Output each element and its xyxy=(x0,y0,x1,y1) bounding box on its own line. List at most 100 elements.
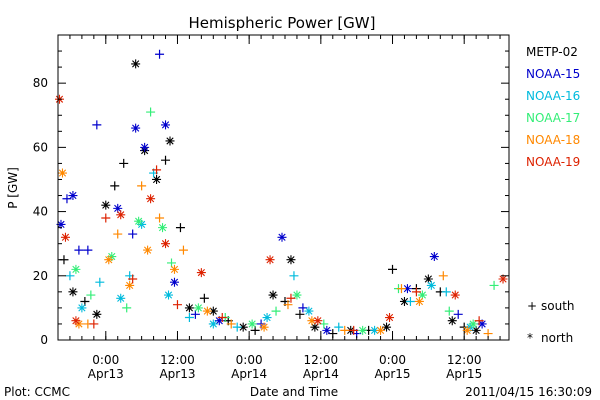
north-marker xyxy=(125,280,135,290)
y-axis-label: P [GW] xyxy=(6,167,20,209)
south-marker xyxy=(175,223,185,233)
south-marker xyxy=(161,155,171,165)
series-noaa-19 xyxy=(54,94,508,335)
north-marker xyxy=(161,120,171,130)
south-marker xyxy=(128,229,138,239)
north-marker xyxy=(131,123,141,133)
south-marker xyxy=(95,277,105,287)
plot-frame xyxy=(57,34,510,341)
north-marker xyxy=(169,277,179,287)
series-noaa-17 xyxy=(71,107,499,335)
north-marker xyxy=(382,322,392,332)
north-marker xyxy=(426,280,436,290)
south-marker xyxy=(152,165,162,175)
north-marker xyxy=(286,255,296,265)
north-marker xyxy=(202,306,212,316)
north-marker xyxy=(143,245,153,255)
chart-axes: 0204060800:00Apr1312:00Apr130:00Apr1412:… xyxy=(33,34,510,381)
south-marker xyxy=(74,245,84,255)
north-marker xyxy=(56,219,66,229)
x-tick-label-time: 0:00 xyxy=(92,353,119,367)
north-marker xyxy=(322,325,332,335)
north-marker xyxy=(468,319,478,329)
south-symbol: + xyxy=(527,299,537,313)
y-tick-label: 80 xyxy=(33,76,48,90)
legend-entry: NOAA-15 xyxy=(526,67,580,81)
south-marker xyxy=(155,213,165,223)
south-marker xyxy=(226,319,236,329)
x-tick-label-date: Apr14 xyxy=(231,367,267,381)
north-marker xyxy=(277,232,287,242)
south-marker xyxy=(89,319,99,329)
north-marker xyxy=(196,268,206,278)
north-marker xyxy=(498,274,508,284)
y-tick-label: 0 xyxy=(40,333,48,347)
south-marker xyxy=(172,300,182,310)
south-marker xyxy=(438,271,448,281)
north-marker xyxy=(101,200,111,210)
south-marker xyxy=(334,322,344,332)
south-marker xyxy=(119,158,129,168)
south-marker xyxy=(146,107,156,117)
north-marker xyxy=(208,306,218,316)
north-marker xyxy=(268,290,278,300)
south-marker xyxy=(295,309,305,319)
legend-entry: METP-02 xyxy=(526,45,578,59)
south-marker xyxy=(110,181,120,191)
legend: METP-02 NOAA-15 NOAA-16 NOAA-17 NOAA-18 NOAA-… xyxy=(526,45,580,345)
north-marker xyxy=(104,255,114,265)
x-axis-label: Date and Time xyxy=(250,385,338,399)
legend-entry: NOAA-18 xyxy=(526,133,580,147)
x-tick-label-date: Apr14 xyxy=(303,367,339,381)
north-marker xyxy=(71,264,81,274)
south-marker xyxy=(178,245,188,255)
south-marker xyxy=(489,280,499,290)
south-marker xyxy=(86,290,96,300)
x-tick-label-date: Apr15 xyxy=(446,367,482,381)
south-marker xyxy=(388,264,398,274)
north-marker xyxy=(259,322,269,332)
south-marker xyxy=(271,306,281,316)
north-marker xyxy=(399,296,409,306)
south-marker xyxy=(232,322,242,332)
y-tick-label: 60 xyxy=(33,140,48,154)
legend-entry: NOAA-16 xyxy=(526,89,580,103)
x-tick-label-time: 0:00 xyxy=(379,353,406,367)
x-tick-label-time: 12:00 xyxy=(447,353,482,367)
north-symbol: * xyxy=(527,331,533,345)
north-marker xyxy=(450,290,460,300)
south-legend-label: south xyxy=(541,299,575,313)
south-marker xyxy=(184,313,194,323)
north-marker xyxy=(304,306,314,316)
north-marker xyxy=(402,284,412,294)
south-marker xyxy=(92,120,102,130)
north-marker xyxy=(313,316,323,326)
south-marker xyxy=(405,296,415,306)
north-marker xyxy=(158,223,168,233)
north-marker xyxy=(414,296,424,306)
south-marker xyxy=(411,287,421,297)
north-marker xyxy=(238,322,248,332)
north-marker xyxy=(310,322,320,332)
north-marker xyxy=(161,239,171,249)
south-marker xyxy=(441,287,451,297)
north-marker xyxy=(423,274,433,284)
legend-entry: NOAA-19 xyxy=(526,155,580,169)
north-marker xyxy=(152,174,162,184)
north-marker xyxy=(477,319,487,329)
north-marker xyxy=(134,216,144,226)
north-marker xyxy=(92,309,102,319)
south-marker xyxy=(83,245,93,255)
north-marker xyxy=(429,252,439,262)
north-marker xyxy=(169,264,179,274)
south-marker xyxy=(65,271,75,281)
north-marker xyxy=(60,232,70,242)
south-marker xyxy=(453,309,463,319)
y-tick-label: 20 xyxy=(33,269,48,283)
plot-timestamp: 2011/04/15 16:30:09 xyxy=(465,385,592,399)
south-marker xyxy=(340,325,350,335)
north-marker xyxy=(358,325,368,335)
south-marker xyxy=(474,316,484,326)
south-marker xyxy=(286,293,296,303)
